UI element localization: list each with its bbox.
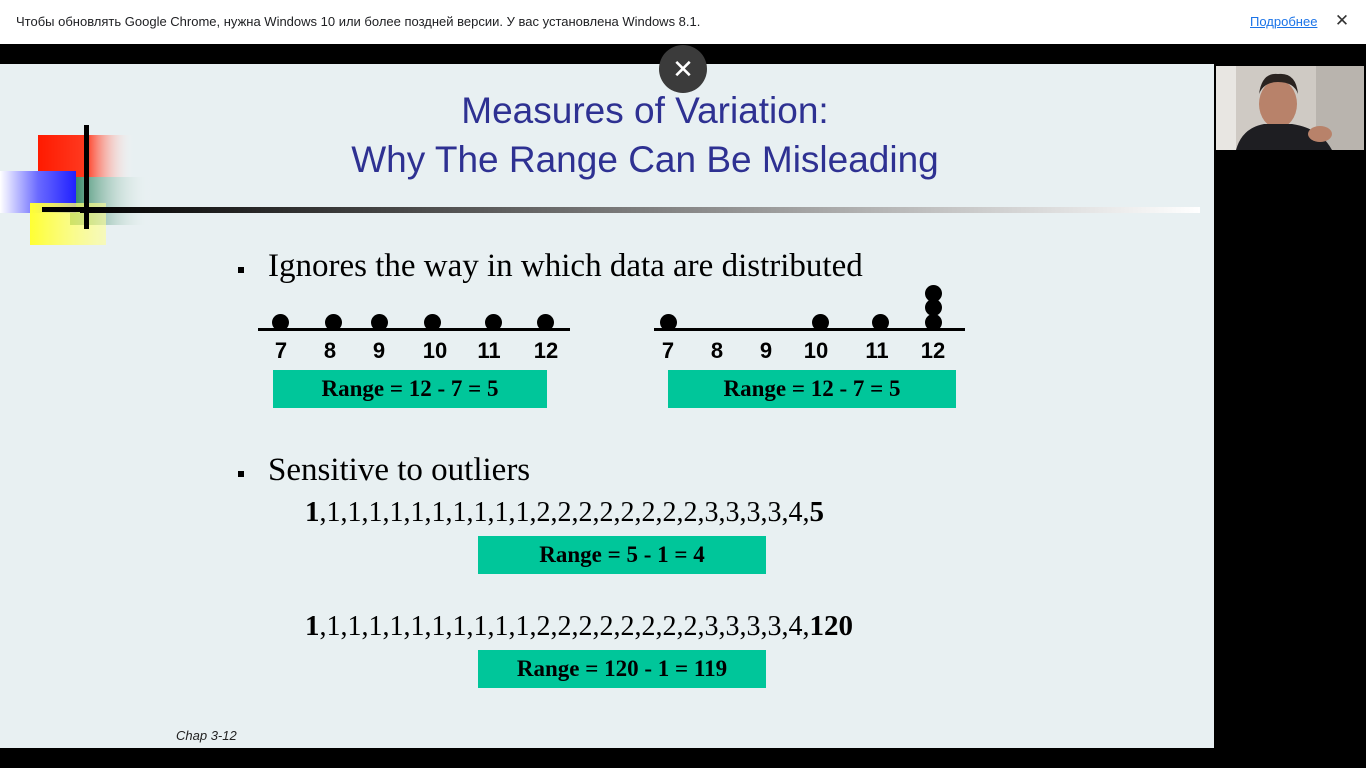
data-sequence: 1,1,1,1,1,1,1,1,1,1,1,2,2,2,2,2,2,2,2,3,…: [305, 610, 853, 643]
slide-footer: Chap 3-12: [176, 728, 237, 743]
tick-label: 11: [477, 338, 501, 363]
range-box: Range = 120 - 1 = 119: [478, 650, 766, 688]
sequence-min: 1: [305, 610, 320, 642]
tick-label: 9: [759, 338, 773, 363]
dot: [424, 314, 441, 331]
bullet-distribution: Ignores the way in which data are distri…: [268, 248, 863, 284]
axis-line: [258, 328, 570, 331]
infobar-message: Чтобы обновлять Google Chrome, нужна Win…: [16, 14, 701, 29]
sequence-values: ,1,1,1,1,1,1,1,1,1,1,2,2,2,2,2,2,2,2,3,3…: [319, 611, 810, 642]
dot: [660, 314, 677, 331]
sequence-min: 1: [305, 496, 320, 528]
infobar-more-link[interactable]: Подробнее: [1250, 14, 1318, 29]
title-divider: [80, 207, 1200, 213]
sequence-max: 120: [809, 610, 854, 642]
dot: [925, 285, 942, 302]
infobar-close-icon[interactable]: ✕: [1334, 11, 1350, 30]
dot: [925, 314, 942, 331]
slide-title-line1: Measures of Variation:: [461, 90, 829, 131]
range-box: Range = 12 - 7 = 5: [273, 370, 547, 408]
tick-label: 7: [661, 338, 675, 363]
dot: [485, 314, 502, 331]
data-sequence: 1,1,1,1,1,1,1,1,1,1,1,2,2,2,2,2,2,2,2,3,…: [305, 496, 824, 529]
axis-line: [654, 328, 965, 331]
bullet-marker: [238, 267, 244, 273]
bullet-outliers: Sensitive to outliers: [268, 452, 531, 488]
chrome-update-infobar: Чтобы обновлять Google Chrome, нужна Win…: [0, 0, 1366, 44]
tick-label: 9: [372, 338, 386, 363]
presentation-slide: Measures of Variation: Why The Range Can…: [0, 64, 1214, 748]
dot: [325, 314, 342, 331]
sequence-values: ,1,1,1,1,1,1,1,1,1,1,2,2,2,2,2,2,2,2,3,3…: [319, 497, 810, 528]
presenter-video-icon: [1216, 66, 1364, 150]
close-overlay-button[interactable]: ✕: [659, 45, 707, 93]
webcam-thumbnail[interactable]: [1216, 66, 1364, 150]
range-box: Range = 12 - 7 = 5: [668, 370, 956, 408]
tick-label: 10: [422, 338, 448, 363]
slide-title-line2: Why The Range Can Be Misleading: [351, 139, 939, 180]
tick-label: 7: [274, 338, 288, 363]
tick-label: 8: [323, 338, 337, 363]
dot: [272, 314, 289, 331]
dot: [812, 314, 829, 331]
range-box: Range = 5 - 1 = 4: [478, 536, 766, 574]
bullet-marker: [238, 471, 244, 477]
dot: [371, 314, 388, 331]
tick-label: 8: [710, 338, 724, 363]
dot: [925, 299, 942, 316]
tick-label: 10: [803, 338, 829, 363]
sequence-max: 5: [809, 496, 825, 528]
dot: [872, 314, 889, 331]
tick-label: 12: [920, 338, 946, 363]
dot: [537, 314, 554, 331]
tick-label: 12: [533, 338, 559, 363]
tick-label: 11: [865, 338, 889, 363]
